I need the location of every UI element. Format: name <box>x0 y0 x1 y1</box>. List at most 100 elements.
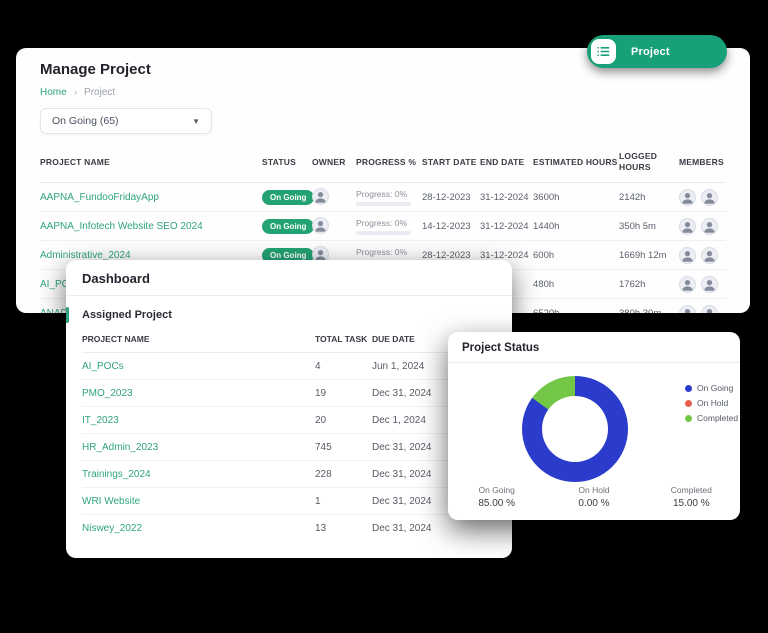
breadcrumb: Home › Project <box>40 87 726 98</box>
progress-label: Progress: 0% <box>356 246 408 257</box>
project-status-card: Project Status On Going On Hold Complete… <box>448 332 740 520</box>
breadcrumb-home-link[interactable]: Home <box>40 87 67 98</box>
member-avatar <box>701 188 718 206</box>
progress-label: Progress: 0% <box>356 188 408 199</box>
logged-hours: 1669h 12m <box>619 249 667 261</box>
list-icon <box>591 39 616 64</box>
col-members: MEMBERS <box>679 156 724 167</box>
stat-onhold: On Hold 0.00 % <box>545 485 642 509</box>
progress-label: Progress: 0% <box>356 217 408 228</box>
total-task: 20 <box>315 414 327 426</box>
end-date: 31-12-2024 <box>480 249 529 261</box>
project-name-link[interactable]: IT_2023 <box>82 414 119 426</box>
total-task: 4 <box>315 360 321 372</box>
total-task: 19 <box>315 387 327 399</box>
due-date: Dec 1, 2024 <box>372 414 426 426</box>
legend-item-completed[interactable]: Completed <box>685 413 738 423</box>
project-name-link[interactable]: AAPNA_Infotech Website SEO 2024 <box>40 220 203 232</box>
chevron-down-icon: ▼ <box>192 116 200 126</box>
list-item: Niswey_2022 13 Dec 31, 2024 <box>82 515 496 542</box>
members-avatars <box>679 305 726 313</box>
due-date: Jun 1, 2024 <box>372 360 425 372</box>
col-project-name: PROJECT NAME <box>82 334 150 344</box>
project-button-label: Project <box>631 45 670 58</box>
project-table-header: PROJECT NAME STATUS OWNER PROGRESS % STA… <box>40 146 726 184</box>
estimated-hours: 6520h <box>533 308 619 313</box>
list-item: AI_POCs 4 Jun 1, 2024 <box>82 353 496 380</box>
legend-item-onhold[interactable]: On Hold <box>685 398 738 408</box>
stat-value: 0.00 % <box>578 498 610 509</box>
project-name-link[interactable]: AAPNA_FundooFridayApp <box>40 191 159 203</box>
status-filter-dropdown[interactable]: On Going (65) ▼ <box>40 108 212 134</box>
project-name-link[interactable]: Niswey_2022 <box>82 523 143 534</box>
member-avatar <box>701 275 718 293</box>
start-date: 28-12-2023 <box>422 191 471 203</box>
stat-ongoing: On Going 85.00 % <box>448 485 545 509</box>
project-name-link[interactable]: Trainings_2024 <box>82 468 151 480</box>
col-estimated-hours: ESTIMATED HOURS <box>533 156 618 167</box>
col-total-task: TOTAL TASK <box>315 334 368 344</box>
stat-completed: Completed 15.00 % <box>643 485 740 509</box>
legend-label: On Hold <box>697 398 729 408</box>
logged-hours: 1762h <box>619 278 646 290</box>
legend-item-ongoing[interactable]: On Going <box>685 383 738 393</box>
legend-dot-icon <box>685 399 692 407</box>
owner-avatar <box>312 216 329 234</box>
list-item: WRI Website 1 Dec 31, 2024 <box>82 488 496 515</box>
table-row: AAPNA_FundooFridayApp On Going Progress:… <box>40 183 726 213</box>
col-project-name: PROJECT NAME <box>40 156 110 167</box>
col-logged-hours: LOGGED HOURS <box>619 151 658 173</box>
assigned-table-header: PROJECT NAME TOTAL TASK DUE DATE <box>82 325 496 353</box>
list-item: Trainings_2024 228 Dec 31, 2024 <box>82 461 496 488</box>
project-name-link[interactable]: AI_POCs <box>82 360 124 372</box>
assigned-project-table: PROJECT NAME TOTAL TASK DUE DATE AI_POCs… <box>66 325 512 542</box>
stat-label: Completed <box>670 485 712 495</box>
member-avatar <box>679 246 696 264</box>
due-date: Dec 31, 2024 <box>372 387 432 399</box>
col-progress: PROGRESS % <box>356 156 417 167</box>
legend-label: Completed <box>697 413 739 423</box>
assigned-project-label: Assigned Project <box>82 309 172 321</box>
legend-dot-icon <box>685 384 692 392</box>
project-name-link[interactable]: HR_Admin_2023 <box>82 441 159 453</box>
member-avatar <box>701 305 718 313</box>
estimated-hours: 480h <box>533 278 555 290</box>
start-date: 14-12-2023 <box>422 220 471 232</box>
start-date: 28-12-2023 <box>422 249 471 261</box>
status-filter-value: On Going (65) <box>52 115 119 127</box>
project-status-donut <box>522 376 628 482</box>
list-item: IT_2023 20 Dec 1, 2024 <box>82 407 496 434</box>
owner-avatar <box>312 187 329 205</box>
status-badge: On Going <box>262 218 315 234</box>
logged-hours: 380h 30m <box>619 308 679 313</box>
members-avatars <box>679 217 726 235</box>
status-badge: On Going <box>262 247 315 263</box>
end-date: 31-12-2024 <box>480 191 529 203</box>
col-start-date: START DATE <box>422 156 477 167</box>
project-button[interactable]: Project <box>587 35 727 68</box>
dashboard-title: Dashboard <box>66 260 512 296</box>
stat-value: 15.00 % <box>672 498 710 509</box>
legend-dot-icon <box>685 414 692 422</box>
member-avatar <box>679 188 696 206</box>
project-name-link[interactable]: Administrative_2024 <box>40 249 131 261</box>
due-date: Dec 31, 2024 <box>372 523 432 534</box>
chart-legend: On Going On Hold Completed <box>685 383 738 423</box>
members-avatars <box>679 275 726 293</box>
total-task: 13 <box>315 523 327 534</box>
project-name-link[interactable]: AI_POCs <box>40 278 82 290</box>
logged-hours: 2142h <box>619 191 646 203</box>
col-end-date: END DATE <box>480 156 525 167</box>
member-avatar <box>701 217 718 235</box>
estimated-hours: 1440h <box>533 220 560 232</box>
breadcrumb-current: Project <box>84 87 116 98</box>
project-name-link[interactable]: WRI Website <box>82 495 141 507</box>
col-due-date: DUE DATE <box>372 334 415 344</box>
list-item: PMO_2023 19 Dec 31, 2024 <box>82 380 496 407</box>
col-status: STATUS <box>262 156 296 167</box>
total-task: 1 <box>315 495 321 507</box>
stat-value: 85.00 % <box>478 498 516 509</box>
project-name-link[interactable]: PMO_2023 <box>82 387 133 399</box>
total-task: 228 <box>315 468 332 480</box>
